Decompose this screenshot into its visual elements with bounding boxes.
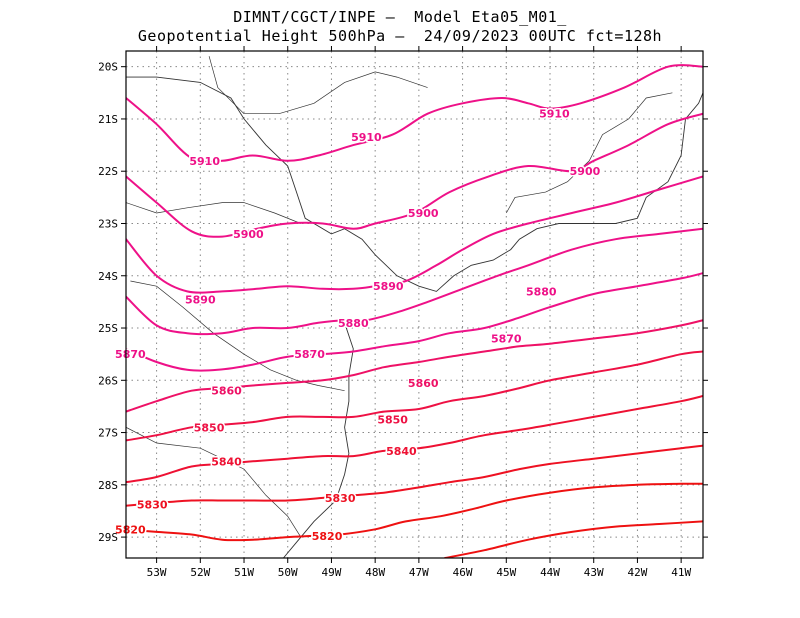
x-tick-label-42W: 42W — [627, 566, 647, 579]
contour-lines — [126, 64, 703, 558]
contour-label-5890-2: 5890 — [373, 280, 404, 293]
contour-label-5860-1: 5860 — [211, 385, 242, 398]
contour-5870 — [126, 272, 703, 372]
x-tick-label-45W: 45W — [496, 566, 516, 579]
contour-5810 — [444, 520, 703, 558]
contour-label-5820-2: 5820 — [312, 530, 343, 543]
y-tick-label-27S: 27S — [98, 427, 118, 440]
x-tick-label-52W: 52W — [190, 566, 210, 579]
contour-label-5910-1: 5910 — [189, 155, 220, 168]
coastline-north — [126, 76, 703, 292]
contour-label-5870-2: 5870 — [294, 348, 325, 361]
state-border-1 — [126, 202, 301, 224]
y-tick-label-20S: 20S — [98, 61, 118, 74]
contour-label-5850-2: 5850 — [377, 413, 408, 426]
contour-5820 — [126, 482, 703, 542]
contour-label-5910-2: 5910 — [351, 131, 382, 144]
contour-label-5870-1: 5870 — [115, 348, 146, 361]
contour-5860 — [126, 319, 703, 413]
contour-labels: 5910 5910 5910 5900 5900 5900 5890 5890 5880 5880… — [114, 106, 603, 544]
x-tick-label-43W: 43W — [584, 566, 604, 579]
x-tick-label-50W: 50W — [278, 566, 298, 579]
contour-label-5840-2: 5840 — [386, 445, 417, 458]
contour-label-5860-2: 5860 — [408, 377, 439, 390]
axis-ticks: 53W 52W 51W 50W 49W 48W 47W 46W 45W 44W 43W 42W 41W 2… — [98, 46, 708, 579]
y-tick-label-28S: 28S — [98, 479, 118, 492]
contour-label-5820-1: 5820 — [115, 523, 146, 536]
state-border-4 — [208, 56, 428, 115]
contour-5840 — [126, 395, 703, 484]
x-tick-label-51W: 51W — [234, 566, 254, 579]
plot-frame — [125, 50, 704, 559]
contour-label-5880-2: 5880 — [526, 285, 557, 298]
contour-label-5890-1: 5890 — [185, 293, 216, 306]
map-title-line-1: DIMNT/CGCT/INPE – Model Eta05_M01_ — [233, 8, 567, 26]
contour-5830 — [126, 444, 703, 507]
contour-label-5910-3: 5910 — [539, 108, 570, 121]
contour-label-5830-2: 5830 — [325, 492, 356, 505]
map-title-line-2: Geopotential Height 500hPa – 24/09/2023 … — [137, 27, 663, 45]
y-tick-label-24S: 24S — [98, 270, 118, 283]
y-tick-label-21S: 21S — [98, 113, 118, 126]
contour-label-5830-1: 5830 — [137, 499, 168, 512]
contour-label-5900-3: 5900 — [570, 165, 601, 178]
contour-label-5840-1: 5840 — [211, 455, 242, 468]
contour-label-5900-2: 5900 — [408, 207, 439, 220]
y-tick-label-22S: 22S — [98, 165, 118, 178]
x-tick-label-53W: 53W — [147, 566, 167, 579]
contour-label-5870-3: 5870 — [491, 332, 522, 345]
contour-5890 — [126, 175, 703, 294]
y-tick-label-29S: 29S — [98, 531, 118, 544]
x-tick-label-46W: 46W — [453, 566, 473, 579]
contour-label-5900-1: 5900 — [233, 228, 264, 241]
y-tick-label-25S: 25S — [98, 322, 118, 335]
x-tick-label-41W: 41W — [671, 566, 691, 579]
contour-5880 — [126, 227, 703, 336]
contour-label-5850-1: 5850 — [194, 421, 225, 434]
x-tick-label-44W: 44W — [540, 566, 560, 579]
state-border-2 — [130, 280, 345, 392]
x-tick-label-48W: 48W — [365, 566, 385, 579]
contour-5900 — [126, 112, 703, 238]
contour-5850 — [126, 350, 703, 442]
contour-label-5880-1: 5880 — [338, 317, 369, 330]
state-border-5 — [505, 92, 673, 214]
x-tick-label-47W: 47W — [409, 566, 429, 579]
coastline-south — [283, 322, 354, 558]
contour-5910 — [126, 64, 703, 163]
state-border-3 — [126, 426, 302, 538]
x-tick-label-49W: 49W — [322, 566, 342, 579]
y-tick-label-26S: 26S — [98, 374, 118, 387]
y-tick-label-23S: 23S — [98, 217, 118, 230]
